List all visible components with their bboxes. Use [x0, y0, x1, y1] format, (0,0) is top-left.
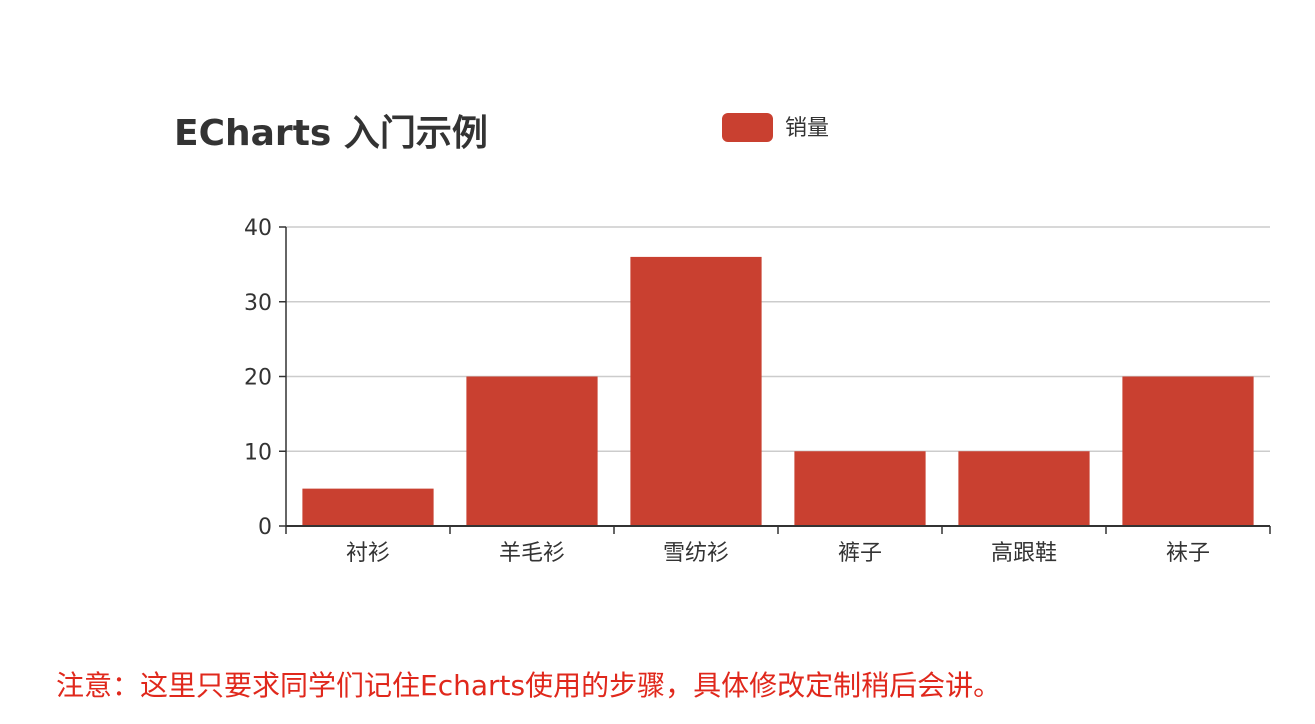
x-tick-label: 雪纺衫 [663, 541, 729, 566]
bar[interactable] [958, 451, 1090, 526]
chart-title: ECharts 入门示例 [174, 113, 488, 154]
bar[interactable] [1122, 376, 1254, 527]
bar-series [302, 256, 1254, 527]
legend-swatch[interactable] [722, 113, 773, 142]
note-text: 注意：这里只要求同学们记住Echarts使用的步骤，具体修改定制稍后会讲。 [56, 669, 1002, 702]
x-tick-label: 羊毛衫 [499, 541, 565, 566]
gridlines [286, 226, 1270, 452]
x-tick-label: 高跟鞋 [991, 541, 1057, 566]
y-tick-label: 40 [244, 216, 272, 241]
y-tick-label: 30 [244, 291, 272, 316]
legend[interactable]: 销量 [722, 113, 829, 142]
x-tick-label: 衬衫 [346, 541, 390, 566]
x-tick-label: 袜子 [1166, 541, 1210, 566]
bar[interactable] [302, 488, 434, 526]
bar[interactable] [630, 256, 762, 526]
x-tick-label: 裤子 [838, 541, 882, 566]
bar-chart: ECharts 入门示例 销量 0 10 20 30 40 衬衫 羊毛衫 雪纺衫 裤子 高跟鞋 袜子 [174, 113, 1271, 566]
y-tick-label: 0 [258, 515, 272, 540]
y-tick-label: 10 [244, 440, 272, 465]
y-tick-label: 20 [244, 366, 272, 391]
bar[interactable] [794, 451, 926, 526]
axes: 0 10 20 30 40 衬衫 羊毛衫 雪纺衫 裤子 高跟鞋 袜子 [244, 216, 1271, 566]
legend-label[interactable]: 销量 [785, 116, 829, 141]
bar[interactable] [466, 376, 598, 527]
